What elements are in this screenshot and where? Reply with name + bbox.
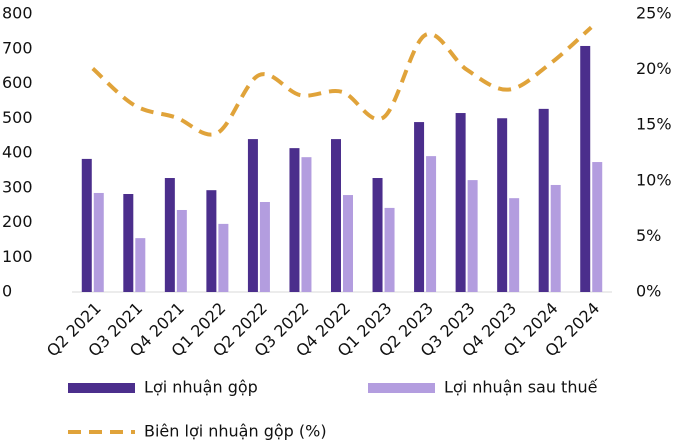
y-tick-label: 700 bbox=[2, 38, 33, 57]
y2-tick-label: 10% bbox=[636, 170, 672, 189]
y-tick-label: 500 bbox=[2, 108, 33, 127]
legend-swatch bbox=[368, 383, 435, 393]
bar bbox=[580, 45, 591, 292]
y2-tick-label: 0% bbox=[636, 282, 661, 301]
bar bbox=[550, 184, 561, 292]
y-tick-label: 600 bbox=[2, 73, 33, 92]
y2-tick-label: 25% bbox=[636, 4, 672, 23]
legend-label: Biên lợi nhuận gộp (%) bbox=[144, 422, 327, 441]
bar bbox=[289, 148, 300, 292]
bar bbox=[509, 198, 520, 292]
bar bbox=[343, 195, 353, 292]
bar bbox=[81, 158, 92, 292]
y-tick-label: 800 bbox=[2, 4, 33, 23]
y-tick-label: 200 bbox=[2, 212, 33, 231]
legend-swatch bbox=[68, 383, 135, 393]
bar bbox=[331, 139, 341, 292]
y-tick-label: 0 bbox=[2, 282, 12, 301]
y2-tick-label: 15% bbox=[636, 115, 672, 134]
legend-label: Lợi nhuận sau thuế bbox=[444, 378, 598, 397]
y-tick-label: 300 bbox=[2, 177, 33, 196]
bar bbox=[497, 118, 508, 292]
bar bbox=[164, 178, 175, 292]
bar bbox=[467, 180, 478, 292]
bar bbox=[176, 209, 187, 292]
bar bbox=[384, 207, 395, 292]
legend-label: Lợi nhuận gộp bbox=[144, 378, 258, 397]
y2-tick-label: 5% bbox=[636, 226, 661, 245]
bar bbox=[247, 139, 258, 292]
bar bbox=[206, 190, 217, 292]
y-tick-label: 100 bbox=[2, 247, 33, 266]
bar bbox=[372, 178, 383, 292]
bar bbox=[135, 238, 146, 292]
bar bbox=[123, 194, 134, 292]
bar bbox=[455, 113, 466, 292]
bar bbox=[592, 162, 603, 292]
bar bbox=[259, 201, 270, 292]
y2-tick-label: 20% bbox=[636, 59, 672, 78]
y-tick-label: 400 bbox=[2, 143, 33, 162]
line bbox=[91, 25, 593, 137]
bar bbox=[538, 108, 549, 293]
bar bbox=[93, 192, 104, 292]
bar bbox=[426, 156, 437, 292]
bar bbox=[218, 223, 229, 292]
bar bbox=[414, 122, 425, 292]
bar bbox=[301, 157, 312, 292]
